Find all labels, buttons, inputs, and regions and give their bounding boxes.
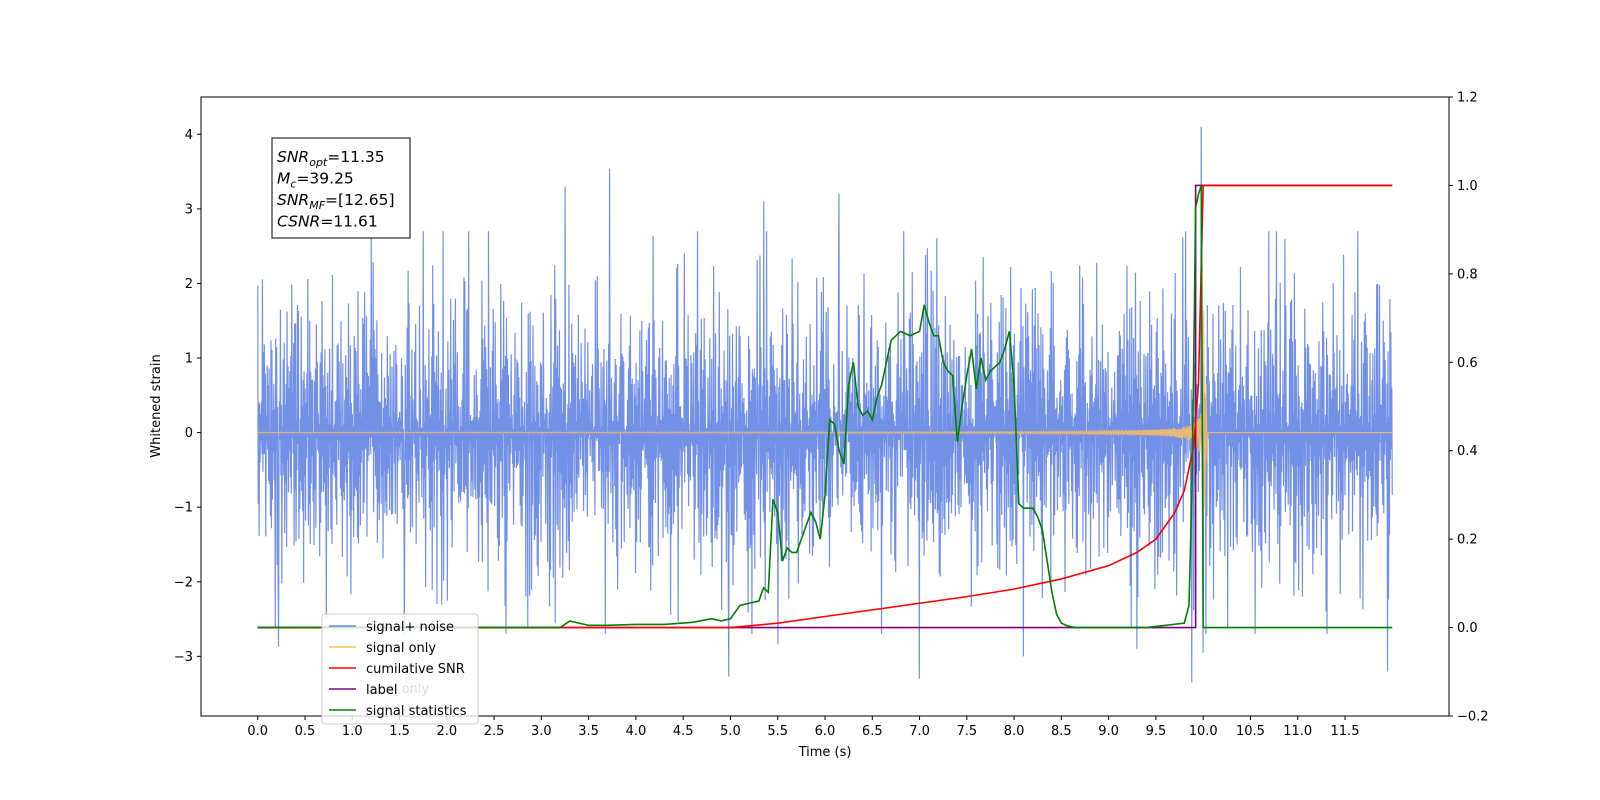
- y-left-tick-label: 4: [185, 128, 193, 143]
- x-tick-label: 4.5: [673, 724, 694, 739]
- x-tick-label: 3.0: [531, 724, 552, 739]
- legend-label: cumilative SNR: [366, 662, 465, 677]
- x-tick-label: 3.5: [578, 724, 599, 739]
- x-tick-label: 11.0: [1283, 724, 1312, 739]
- y-left-axis: −3 −2 −1 0 1 2 3 4: [174, 128, 201, 665]
- x-tick-label: 9.0: [1098, 724, 1119, 739]
- y-right-axis: −0.2 0.0 0.2 0.4 0.6 0.8 1.0 1.2: [1449, 91, 1489, 725]
- y-right-tick-label: −0.2: [1457, 710, 1489, 725]
- x-tick-label: 7.0: [909, 724, 930, 739]
- legend-label: signal+ noise: [366, 620, 454, 635]
- x-axis: 0.0 0.5 1.0 1.5 2.0 2.5 3.0 3.5 4.0 4.5 5.0 5.5 6.0 6…: [247, 716, 1359, 739]
- y-left-tick-label: −2: [174, 575, 193, 590]
- annotation-line: SNRMF=[12.65]: [277, 191, 395, 212]
- x-tick-label: 10.5: [1236, 724, 1265, 739]
- x-tick-label: 6.0: [815, 724, 836, 739]
- y-left-tick-label: −1: [174, 501, 193, 516]
- y-axis-title: Whitened strain: [149, 354, 164, 457]
- y-left-tick-label: 0: [185, 426, 193, 441]
- y-left-tick-label: 1: [185, 352, 193, 367]
- legend-label: signal only: [366, 641, 436, 656]
- x-tick-label: 2.5: [484, 724, 505, 739]
- annotation-line: Mc=39.25: [277, 170, 354, 191]
- stats-annotation-box: SNRopt=11.35Mc=39.25SNRMF=[12.65]CSNR=11…: [271, 137, 411, 239]
- y-right-tick-label: 0.2: [1457, 533, 1478, 548]
- series-layer: [257, 126, 1393, 683]
- y-right-tick-label: 0.0: [1457, 621, 1478, 636]
- y-right-tick-label: 1.0: [1457, 179, 1478, 194]
- y-left-tick-label: 3: [185, 202, 193, 217]
- y-right-tick-label: 1.2: [1457, 91, 1478, 106]
- y-left-tick-label: 2: [185, 277, 193, 292]
- x-tick-label: 5.0: [720, 724, 741, 739]
- legend-hidden-text: label only: [366, 682, 429, 697]
- x-tick-label: 8.5: [1051, 724, 1072, 739]
- y-left-tick-label: −3: [174, 650, 193, 665]
- x-tick-label: 0.5: [295, 724, 316, 739]
- legend-label: label: [366, 683, 397, 698]
- x-tick-label: 1.5: [389, 724, 410, 739]
- x-tick-label: 9.5: [1146, 724, 1167, 739]
- x-tick-label: 8.0: [1004, 724, 1025, 739]
- series-signal-only: [257, 310, 1393, 562]
- x-axis-title: Time (s): [798, 745, 852, 760]
- annotation-line: SNRopt=11.35: [277, 148, 385, 169]
- x-tick-label: 7.5: [956, 724, 977, 739]
- legend-label: signal statistics: [366, 704, 467, 719]
- x-tick-label: 4.0: [626, 724, 647, 739]
- x-tick-label: 0.0: [247, 724, 268, 739]
- series-signal-statistics: [257, 185, 1393, 629]
- x-tick-label: 5.5: [767, 724, 788, 739]
- series-cumulative-snr: [257, 184, 1393, 629]
- y-right-tick-label: 0.4: [1457, 444, 1478, 459]
- series-signal-noise: [257, 126, 1393, 683]
- x-tick-label: 11.5: [1331, 724, 1360, 739]
- y-right-tick-label: 0.6: [1457, 356, 1478, 371]
- y-right-tick-label: 0.8: [1457, 267, 1478, 282]
- legend: label only signal+ noise signal only cumil…: [321, 613, 479, 725]
- x-tick-label: 6.5: [862, 724, 883, 739]
- x-tick-label: 2.0: [436, 724, 457, 739]
- x-tick-label: 10.0: [1189, 724, 1218, 739]
- annotation-line: CSNR=11.61: [277, 213, 378, 231]
- x-tick-label: 1.0: [342, 724, 363, 739]
